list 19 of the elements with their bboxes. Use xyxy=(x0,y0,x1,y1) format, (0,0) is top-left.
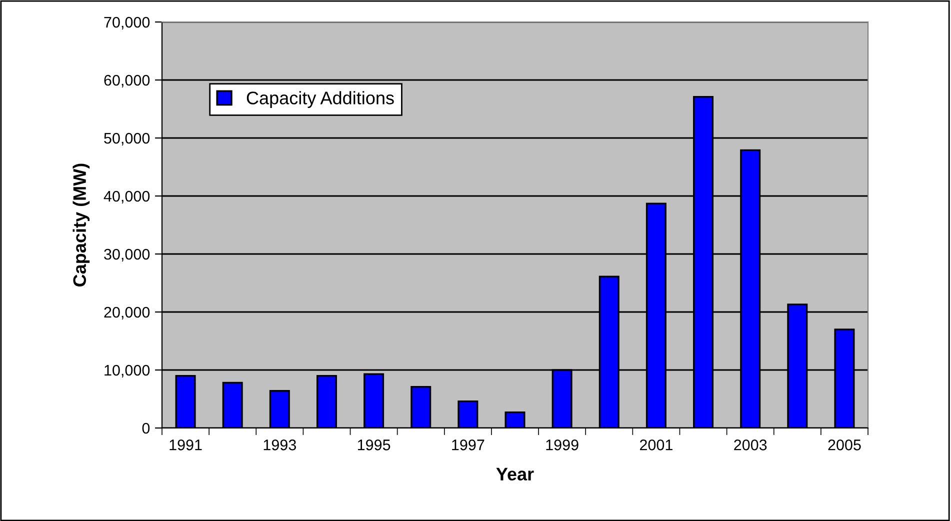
y-tick-label: 70,000 xyxy=(104,16,150,30)
y-axis-title: Capacity (MW) xyxy=(72,164,90,286)
x-tick-label: 2005 xyxy=(828,440,861,450)
x-tick-label: 1999 xyxy=(546,440,578,450)
x-tick-label: 1993 xyxy=(264,440,296,450)
y-tick-label: 40,000 xyxy=(104,190,150,204)
y-tick-label: 30,000 xyxy=(104,248,150,262)
x-tick-label: 1995 xyxy=(358,440,390,450)
x-tick-label: 1997 xyxy=(452,440,484,450)
x-tick-label: 1991 xyxy=(170,440,202,450)
y-tick-label: 10,000 xyxy=(104,364,150,378)
x-tick-label: 2003 xyxy=(734,440,767,450)
y-tick-label: 20,000 xyxy=(104,306,150,320)
x-tick-label: 2001 xyxy=(640,440,672,450)
x-axis-title: Year xyxy=(496,468,534,481)
y-tick-label: 0 xyxy=(142,422,150,434)
y-tick-label: 60,000 xyxy=(104,74,150,88)
legend-label: Capacity Additions xyxy=(246,91,394,108)
y-tick-label: 50,000 xyxy=(104,132,150,146)
